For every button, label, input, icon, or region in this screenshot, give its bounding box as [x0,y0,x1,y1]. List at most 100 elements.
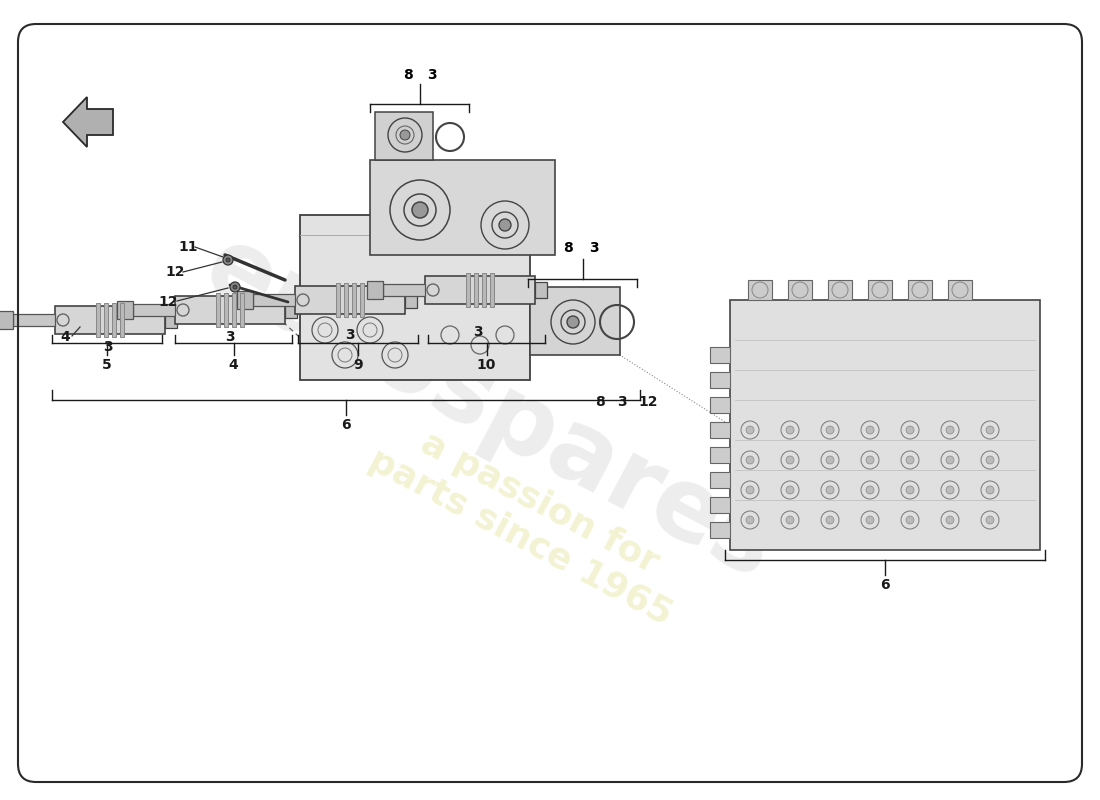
Text: 8: 8 [563,241,573,255]
Circle shape [946,516,954,524]
Polygon shape [63,97,113,147]
Text: 6: 6 [341,418,351,432]
Circle shape [906,486,914,494]
Circle shape [786,486,794,494]
FancyBboxPatch shape [360,283,364,317]
FancyBboxPatch shape [375,112,433,160]
FancyBboxPatch shape [788,280,812,300]
Circle shape [826,516,834,524]
FancyBboxPatch shape [300,215,530,380]
Circle shape [223,255,233,265]
Circle shape [233,285,236,289]
FancyBboxPatch shape [336,283,340,317]
FancyBboxPatch shape [710,447,730,463]
FancyBboxPatch shape [96,303,100,337]
Circle shape [826,486,834,494]
FancyBboxPatch shape [367,281,383,299]
Circle shape [946,426,954,434]
Circle shape [866,426,874,434]
Text: 3: 3 [345,328,355,342]
Circle shape [400,130,410,140]
Circle shape [866,516,874,524]
Circle shape [786,426,794,434]
FancyBboxPatch shape [253,294,295,306]
FancyBboxPatch shape [490,273,494,307]
FancyBboxPatch shape [295,286,405,314]
FancyBboxPatch shape [535,282,547,298]
FancyBboxPatch shape [13,314,55,326]
FancyBboxPatch shape [120,303,124,337]
Circle shape [906,426,914,434]
Circle shape [906,456,914,464]
FancyBboxPatch shape [466,273,470,307]
FancyBboxPatch shape [370,160,556,255]
FancyBboxPatch shape [285,302,297,318]
FancyBboxPatch shape [530,287,620,355]
FancyBboxPatch shape [175,296,285,324]
FancyBboxPatch shape [236,291,253,309]
Circle shape [906,516,914,524]
Text: 11: 11 [178,240,198,254]
Circle shape [986,426,994,434]
FancyBboxPatch shape [482,273,486,307]
FancyBboxPatch shape [104,303,108,337]
Text: 3: 3 [103,340,113,354]
FancyBboxPatch shape [474,273,478,307]
Circle shape [499,219,512,231]
FancyBboxPatch shape [133,304,175,316]
Circle shape [826,426,834,434]
Text: 6: 6 [880,578,890,592]
Text: 3: 3 [473,325,483,339]
Text: 4: 4 [60,330,70,344]
Circle shape [226,258,230,262]
Text: eurospares: eurospares [188,218,792,602]
FancyBboxPatch shape [710,347,730,363]
FancyBboxPatch shape [0,311,13,329]
FancyBboxPatch shape [748,280,772,300]
FancyBboxPatch shape [352,283,356,317]
FancyBboxPatch shape [383,284,425,296]
FancyBboxPatch shape [117,301,133,319]
FancyBboxPatch shape [240,293,244,327]
FancyBboxPatch shape [710,522,730,538]
Text: 3: 3 [617,395,627,409]
Circle shape [946,486,954,494]
Circle shape [986,516,994,524]
Circle shape [746,486,754,494]
Circle shape [230,282,240,292]
FancyBboxPatch shape [730,300,1040,550]
FancyBboxPatch shape [55,306,165,334]
FancyBboxPatch shape [710,397,730,413]
Circle shape [986,456,994,464]
FancyBboxPatch shape [112,303,115,337]
FancyBboxPatch shape [344,283,348,317]
FancyBboxPatch shape [165,312,177,328]
FancyBboxPatch shape [868,280,892,300]
Text: 5: 5 [102,358,112,372]
FancyBboxPatch shape [425,276,535,304]
Text: 8: 8 [403,68,412,82]
Circle shape [946,456,954,464]
Text: 12: 12 [165,265,185,279]
Circle shape [746,516,754,524]
FancyBboxPatch shape [828,280,852,300]
Circle shape [786,516,794,524]
Circle shape [866,486,874,494]
Text: 3: 3 [427,68,437,82]
Text: 8: 8 [595,395,605,409]
Text: a passion for
parts since 1965: a passion for parts since 1965 [363,408,696,632]
FancyBboxPatch shape [710,497,730,513]
FancyBboxPatch shape [405,292,417,308]
Text: 12: 12 [158,295,178,309]
FancyBboxPatch shape [908,280,932,300]
FancyBboxPatch shape [232,293,236,327]
FancyBboxPatch shape [710,372,730,388]
Circle shape [412,202,428,218]
Text: 3: 3 [590,241,598,255]
Text: 10: 10 [476,358,496,372]
Circle shape [866,456,874,464]
Circle shape [986,486,994,494]
Circle shape [826,456,834,464]
Text: 9: 9 [353,358,363,372]
Text: 12: 12 [638,395,658,409]
